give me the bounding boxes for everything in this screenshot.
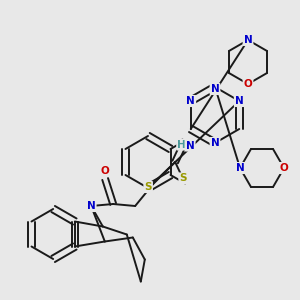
- Text: N: N: [244, 35, 252, 45]
- Text: N: N: [186, 140, 194, 151]
- Text: S: S: [144, 182, 152, 192]
- Text: N: N: [211, 84, 219, 94]
- Text: O: O: [101, 166, 110, 176]
- Text: N: N: [87, 201, 95, 211]
- Text: O: O: [244, 79, 252, 89]
- Text: N: N: [211, 138, 219, 148]
- Text: H: H: [177, 140, 186, 149]
- Text: N: N: [186, 96, 195, 106]
- Text: N: N: [236, 163, 244, 173]
- Text: O: O: [280, 163, 288, 173]
- Text: N: N: [235, 96, 244, 106]
- Text: S: S: [179, 173, 187, 183]
